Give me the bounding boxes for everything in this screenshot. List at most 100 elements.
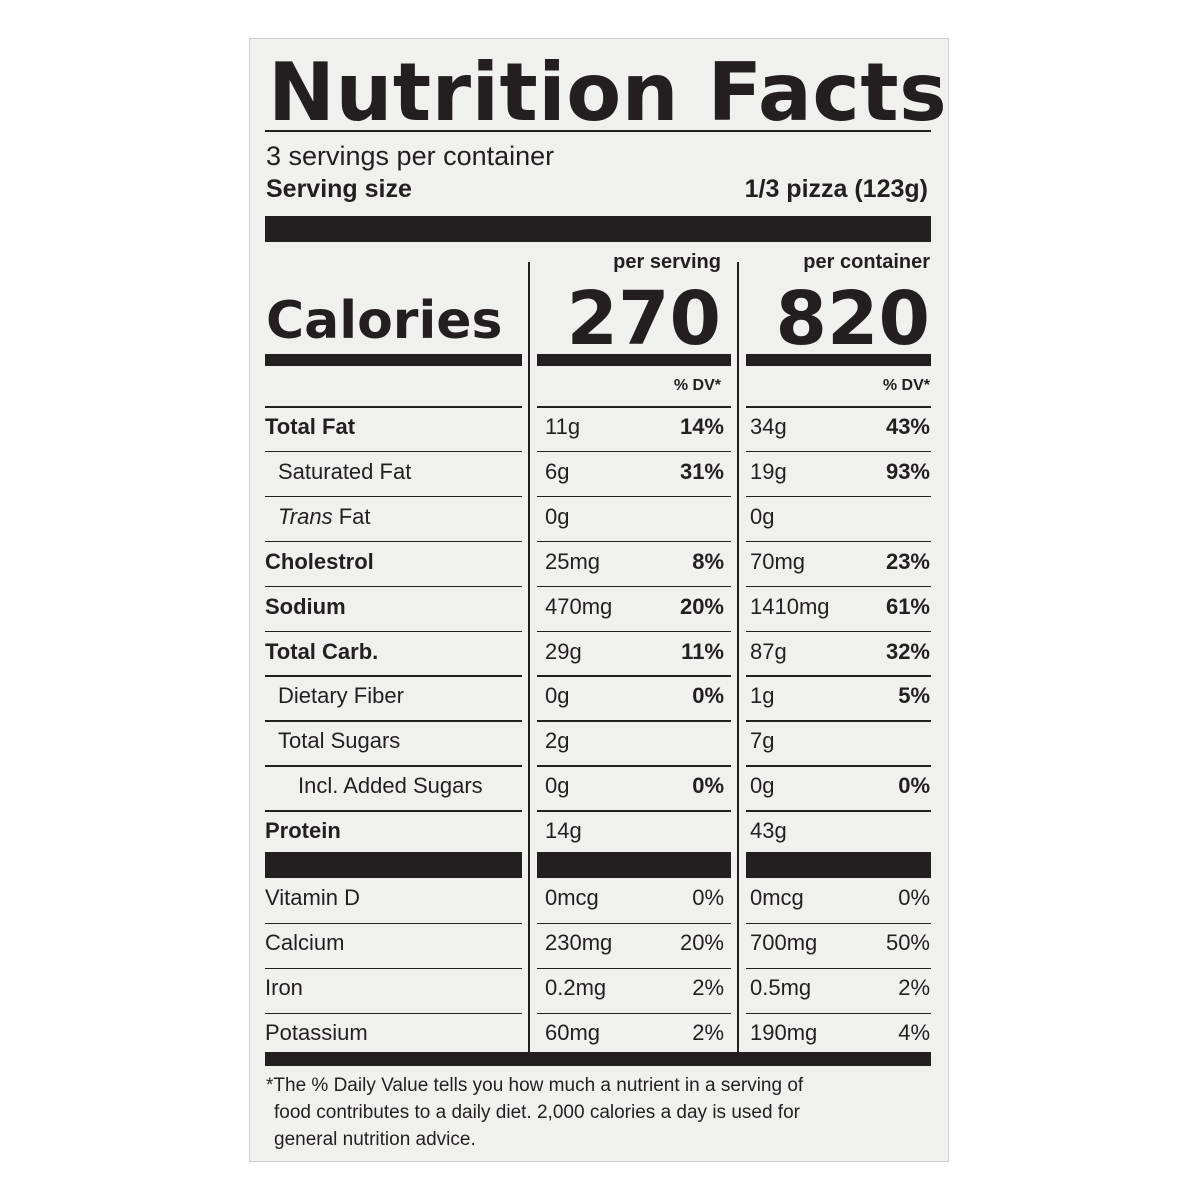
row-separator [265, 675, 522, 677]
vitamin-name: Vitamin D [265, 885, 360, 910]
row-separator [537, 540, 731, 543]
row-separator [265, 1012, 522, 1015]
row-separator [265, 967, 522, 970]
serving-amount: 29g [545, 638, 582, 664]
row-separator [537, 720, 731, 722]
nutrient-name: Total Sugars [278, 728, 401, 754]
vitamin-container-dv: 4% [898, 1019, 930, 1045]
row-separator [265, 585, 522, 588]
row-separator [537, 630, 731, 632]
container-amount: 19g [750, 458, 787, 484]
vitamin-bar-name [265, 852, 522, 878]
vitamin-container-dv: 0% [898, 885, 930, 910]
footnote-bar [265, 1052, 931, 1066]
row-separator [537, 585, 731, 588]
row-separator [746, 540, 931, 543]
serving-dv: 0% [692, 683, 724, 709]
nutrient-name: Saturated Fat [278, 458, 412, 484]
row-separator [265, 406, 522, 408]
container-amount: 7g [750, 728, 775, 754]
serving-amount: 2g [545, 728, 570, 754]
row-separator [265, 540, 522, 543]
calories-per-serving: 270 [566, 276, 721, 362]
container-amount: 70mg [750, 548, 806, 574]
row-separator [537, 406, 731, 408]
title-rule [265, 130, 931, 132]
serving-amount: 0g [545, 503, 570, 529]
container-amount: 43g [750, 818, 787, 844]
calories-bar-name [265, 354, 522, 366]
container-amount: 1g [750, 683, 775, 709]
row-separator [265, 630, 522, 632]
serving-amount: 0g [545, 683, 570, 709]
vitamin-container-amount: 700mg [750, 929, 818, 955]
container-amount: 0g [750, 773, 775, 799]
row-separator [537, 1012, 731, 1015]
row-separator [537, 810, 731, 812]
serving-dv: 8% [692, 548, 724, 574]
serving-amount: 25mg [545, 548, 601, 574]
vitamin-bar-serving [537, 852, 731, 878]
col-header-per-serving: per serving [613, 251, 721, 273]
serving-size-value: 1/3 pizza (123g) [744, 175, 928, 203]
nutrient-name: Total Carb. [265, 638, 379, 664]
serving-amount: 11g [545, 414, 581, 439]
calories-label: Calories [266, 291, 503, 351]
row-separator [265, 810, 522, 812]
serving-dv: 20% [679, 593, 724, 619]
container-dv: 32% [885, 638, 930, 664]
vitamin-serving-dv: 2% [692, 1019, 724, 1045]
calories-per-container: 820 [775, 276, 930, 362]
label-title: Nutrition Facts [268, 46, 948, 139]
row-separator [265, 765, 522, 767]
serving-amount: 14g [545, 818, 582, 844]
row-separator [746, 720, 931, 722]
nutrient-name-italic: Trans [278, 503, 333, 529]
row-separator [746, 1012, 931, 1015]
vitamin-container-amount: 0.5mg [750, 974, 812, 1000]
vitamin-container-amount: 0mcg [750, 885, 804, 910]
footnote-line-3: general nutrition advice. [274, 1129, 476, 1150]
nutrient-name: Trans Fat [278, 503, 371, 529]
row-separator [746, 922, 931, 925]
column-divider-right [737, 262, 739, 1052]
vitamin-serving-dv: 2% [692, 974, 724, 1000]
vitamin-name: Iron [265, 974, 303, 1000]
serving-dv: 11% [681, 638, 724, 664]
nutrient-name: Sodium [265, 593, 346, 619]
container-amount: 1410mg [750, 593, 830, 619]
row-separator [746, 675, 931, 677]
row-separator [746, 630, 931, 632]
row-separator [746, 967, 931, 970]
row-separator [537, 675, 731, 677]
container-dv: 0% [898, 773, 930, 799]
serving-size-label: Serving size [266, 175, 412, 203]
row-separator [537, 765, 731, 767]
vitamin-serving-amount: 230mg [545, 929, 613, 955]
calories-bar-container [746, 354, 931, 366]
row-separator [537, 922, 731, 925]
nutrient-name: Protein [265, 818, 341, 844]
vitamin-serving-dv: 0% [692, 885, 724, 910]
row-separator [265, 922, 522, 925]
serving-dv: 0% [692, 773, 724, 799]
serving-amount: 470mg [545, 593, 613, 619]
row-separator [746, 765, 931, 767]
row-separator [537, 450, 731, 453]
vitamin-serving-dv: 20% [679, 929, 724, 955]
vitamin-serving-amount: 0.2mg [545, 974, 607, 1000]
row-separator [265, 495, 522, 498]
row-separator [746, 585, 931, 588]
vitamin-bar-container [746, 852, 931, 878]
col-header-per-container: per container [803, 251, 930, 273]
dv-header-container: % DV* [882, 377, 930, 394]
container-amount: 34g [750, 414, 787, 439]
row-separator [746, 450, 931, 453]
row-separator [746, 495, 931, 498]
row-separator [746, 406, 931, 408]
vitamin-name: Potassium [265, 1019, 368, 1045]
row-separator [746, 810, 931, 812]
nutrient-name: Total Fat [265, 414, 356, 439]
footnote-line-1: *The % Daily Value tells you how much a … [266, 1075, 804, 1096]
vitamin-serving-amount: 60mg [545, 1019, 601, 1045]
